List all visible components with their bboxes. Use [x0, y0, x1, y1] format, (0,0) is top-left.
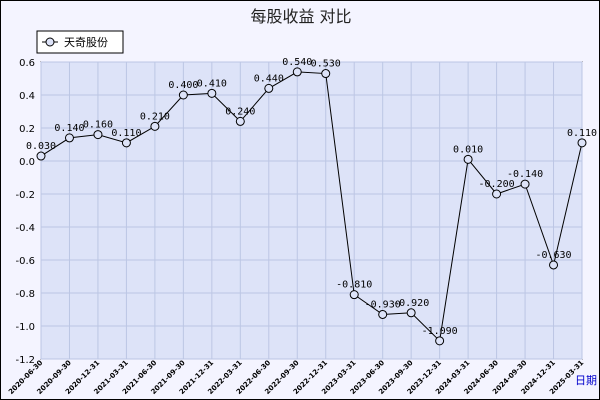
legend: 天奇股份 [36, 30, 124, 54]
data-point [36, 151, 46, 161]
data-point [435, 336, 445, 346]
data-label: 0.110 [567, 128, 597, 139]
data-label: 0.110 [111, 128, 141, 139]
y-tick-label: -0.8 [15, 289, 35, 300]
data-label: 0.030 [26, 141, 56, 152]
data-point [406, 308, 416, 318]
data-label: 0.240 [225, 106, 255, 117]
series-line [40, 71, 583, 342]
data-label: 0.540 [282, 57, 312, 68]
data-label: 0.400 [168, 80, 198, 91]
data-label: -0.630 [535, 250, 571, 261]
plot-area [40, 61, 583, 360]
legend-marker-icon [45, 37, 55, 47]
data-point [64, 133, 74, 143]
grid-lines [40, 61, 583, 360]
data-point [577, 138, 587, 148]
y-axis-ticks: 0.6 0.4 0.2 0.0 -0.2 -0.4 -0.6 -0.8 -1.0 -1.2 [15, 58, 35, 366]
data-label: -0.140 [507, 169, 543, 180]
y-tick-label: -0.4 [15, 223, 35, 234]
y-tick-label: -1.2 [15, 355, 35, 366]
data-point [121, 138, 131, 148]
data-points [36, 67, 587, 346]
data-label: -1.090 [422, 326, 458, 337]
data-point [549, 260, 559, 270]
data-label: 0.530 [311, 59, 341, 70]
y-tick-label: 0.0 [19, 157, 35, 168]
data-point [349, 290, 359, 300]
data-point [321, 69, 331, 79]
data-point [378, 309, 388, 319]
data-label: -0.810 [336, 280, 372, 291]
x-axis-ticks: 2020-06-302020-09-302020-12-312021-03-31… [7, 359, 585, 396]
data-point [492, 189, 502, 199]
data-point [292, 67, 302, 77]
data-labels: 0.0300.1400.1600.1100.2100.4000.4100.240… [26, 57, 597, 337]
y-tick-label: -1.0 [15, 322, 35, 333]
data-point [207, 88, 217, 98]
y-tick-label: 0.4 [19, 91, 35, 102]
data-point [178, 90, 188, 100]
data-label: 0.410 [197, 78, 227, 89]
data-point [463, 154, 473, 164]
data-label: 0.010 [453, 144, 483, 155]
data-label: 0.440 [254, 73, 284, 84]
data-label: -0.930 [365, 299, 401, 310]
data-label: -0.200 [479, 179, 515, 190]
y-tick-label: -0.6 [15, 256, 35, 267]
data-point [520, 179, 530, 189]
data-point [235, 116, 245, 126]
chart-title: 每股收益 对比 [250, 7, 351, 26]
data-label: 0.140 [54, 123, 84, 134]
data-label: 0.210 [140, 111, 170, 122]
data-label: -0.920 [393, 298, 429, 309]
y-tick-label: 0.6 [19, 58, 35, 69]
data-point [93, 130, 103, 140]
y-tick-label: 0.2 [19, 124, 35, 135]
period-label: 日期 [575, 374, 597, 387]
y-tick-label: -0.2 [15, 190, 35, 201]
legend-box [36, 30, 124, 54]
data-label: 0.160 [83, 120, 113, 131]
data-point [264, 83, 274, 93]
data-point [150, 121, 160, 131]
legend-label: 天奇股份 [64, 36, 108, 49]
